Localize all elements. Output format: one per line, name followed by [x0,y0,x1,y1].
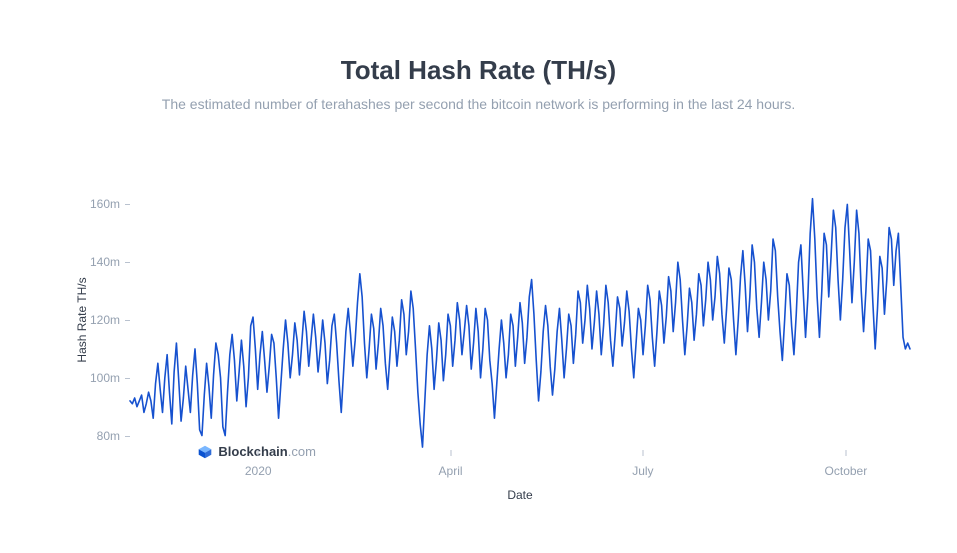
x-tick-mark [642,450,643,456]
y-tick-label: 160m [90,197,130,211]
plot-area: Hash Rate TH/s Date Blockchain.com 80m10… [130,190,910,450]
x-axis-label: Date [507,488,532,502]
y-tick-label: 120m [90,313,130,327]
x-tick-mark [845,450,846,456]
chart-subtitle: The estimated number of terahashes per s… [0,96,957,112]
y-tick-mark [125,204,130,205]
y-tick-label: 100m [90,371,130,385]
chart-title: Total Hash Rate (TH/s) [0,55,957,86]
y-tick-mark [125,262,130,263]
brand-tld: .com [288,444,316,459]
x-tick-mark [450,450,451,456]
y-tick-mark [125,378,130,379]
chart-area: Hash Rate TH/s Date Blockchain.com 80m10… [72,170,922,510]
blockchain-logo-icon [198,445,212,459]
y-tick-label: 140m [90,255,130,269]
chart-container: Total Hash Rate (TH/s) The estimated num… [0,0,957,553]
y-tick-mark [125,436,130,437]
x-tick-mark [258,450,259,456]
hash-rate-line [130,190,910,450]
y-tick-mark [125,320,130,321]
y-axis-label: Hash Rate TH/s [75,277,89,362]
